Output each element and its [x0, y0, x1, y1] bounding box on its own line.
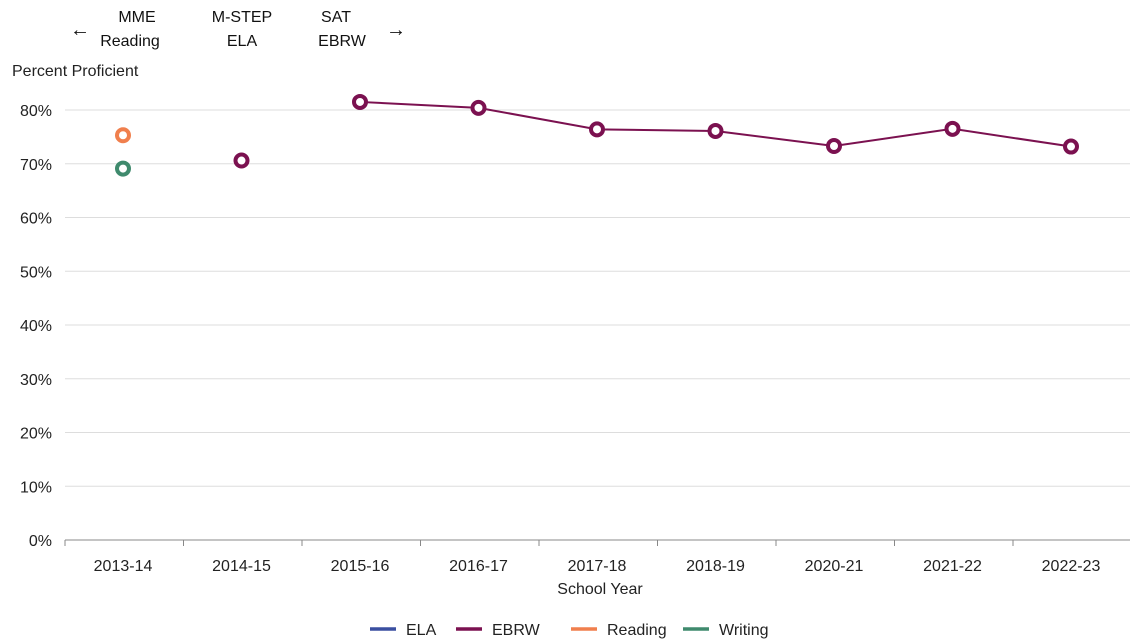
legend-item-writing[interactable]: Writing: [683, 622, 769, 639]
data-point-ebrw[interactable]: [233, 152, 250, 169]
annotation-mme-line1: MME: [118, 9, 155, 26]
legend-label: Reading: [607, 622, 667, 639]
x-tick-labels: 2013-14 2014-15 2015-16 2016-17 2017-18 2018-…: [64, 540, 1101, 575]
y-tick-label: 80%: [20, 103, 52, 120]
x-axis-label: School Year: [557, 581, 643, 598]
annotation-sat-line1: SAT: [321, 9, 351, 26]
y-tick-label: 60%: [20, 211, 52, 228]
y-axis-label: Percent Proficient: [12, 63, 139, 80]
gridlines: [65, 109, 1130, 487]
data-point-ebrw[interactable]: [352, 93, 368, 110]
data-point-ebrw[interactable]: [826, 138, 842, 155]
x-tick-label: 2022-23: [1042, 558, 1101, 575]
legend-label: Writing: [719, 622, 769, 639]
annotation-sat-line2: EBRW: [318, 33, 367, 50]
legend: ELA EBRW Reading Writing: [370, 622, 769, 639]
legend-label: ELA: [406, 622, 437, 639]
data-point-ebrw[interactable]: [470, 99, 487, 116]
y-tick-label: 30%: [20, 372, 52, 389]
data-point-ebrw[interactable]: [589, 121, 605, 138]
annotation-mstep-line2: ELA: [227, 33, 258, 50]
legend-item-ebrw[interactable]: EBRW: [456, 622, 541, 639]
legend-item-reading[interactable]: Reading: [571, 622, 667, 639]
x-tick-label: 2013-14: [94, 558, 153, 575]
series-points: [115, 93, 1079, 177]
y-tick-label: 40%: [20, 318, 52, 335]
legend-label: EBRW: [492, 622, 541, 639]
y-tick-label: 0%: [29, 533, 52, 550]
data-point-ebrw[interactable]: [707, 122, 724, 139]
left-arrow-icon: ←: [70, 19, 90, 41]
data-point-ebrw[interactable]: [944, 120, 961, 137]
annotation-mstep-line1: M-STEP: [212, 9, 272, 26]
x-tick-label: 2021-22: [923, 558, 982, 575]
data-point-reading[interactable]: [115, 127, 131, 144]
y-tick-label: 20%: [20, 426, 52, 443]
annotation-mme-line2: Reading: [100, 33, 160, 50]
x-tick-label: 2017-18: [568, 558, 627, 575]
y-tick-label: 50%: [20, 264, 52, 281]
data-point-ebrw[interactable]: [1063, 138, 1079, 155]
legend-item-ela[interactable]: ELA: [370, 622, 437, 639]
test-annotations: ← MME Reading M-STEP ELA SAT EBRW →: [70, 9, 406, 50]
x-tick-label: 2020-21: [805, 558, 864, 575]
x-tick-label: 2014-15: [212, 558, 271, 575]
y-tick-label: 10%: [20, 479, 52, 496]
right-arrow-icon: →: [386, 19, 406, 41]
x-tick-label: 2018-19: [686, 558, 745, 575]
y-tick-labels: 0% 10% 20% 30% 40% 50% 60% 70% 80%: [20, 103, 52, 550]
data-point-writing[interactable]: [115, 160, 131, 177]
x-tick-label: 2015-16: [331, 558, 390, 575]
x-tick-label: 2016-17: [449, 558, 508, 575]
y-tick-label: 70%: [20, 157, 52, 174]
